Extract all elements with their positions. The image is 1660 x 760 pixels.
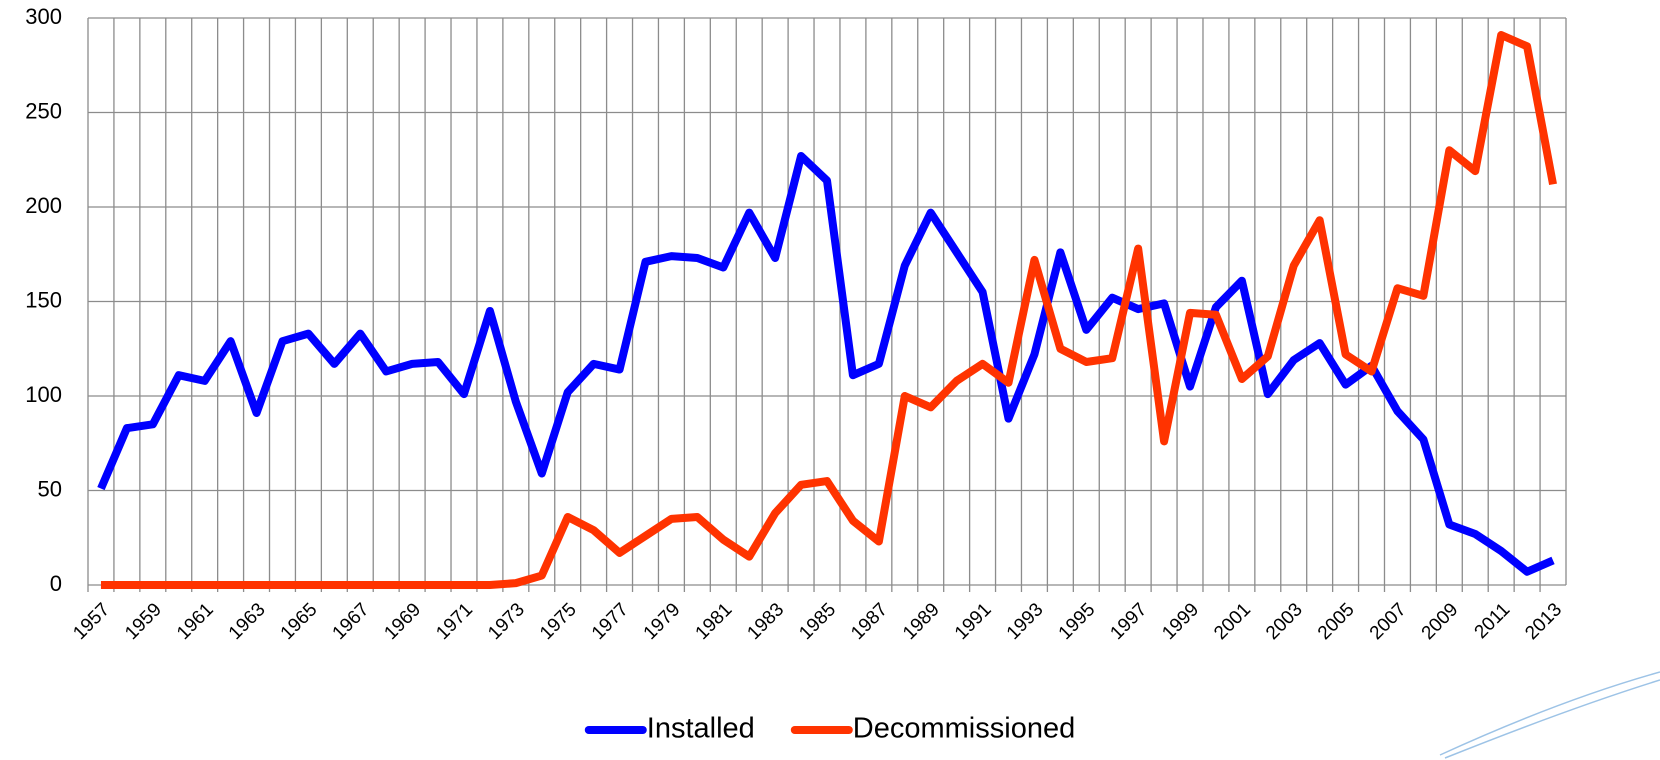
legend-label: Installed — [647, 713, 755, 745]
x-tick-label: 1967 — [329, 599, 374, 644]
x-tick-label: 1993 — [1003, 599, 1048, 644]
x-tick-label: 1979 — [640, 599, 685, 644]
x-tick-label: 2011 — [1471, 599, 1515, 643]
x-tick-label: 1981 — [692, 599, 737, 644]
x-tick-label: 1969 — [380, 599, 425, 644]
x-tick-label: 1965 — [277, 599, 322, 644]
x-tick-label: 2005 — [1314, 599, 1359, 644]
swoosh — [1444, 679, 1660, 759]
x-tick-label: 1987 — [847, 599, 892, 644]
x-tick-label: 1991 — [951, 599, 996, 644]
y-tick-label: 300 — [25, 4, 62, 29]
x-tick-label: 1971 — [432, 599, 477, 644]
legend: Installed Decommissioned — [584, 713, 1075, 745]
x-tick-label: 1973 — [484, 599, 529, 644]
x-tick-label: 1985 — [795, 599, 840, 644]
x-tick-label: 2009 — [1418, 599, 1463, 644]
y-tick-label: 150 — [25, 287, 62, 312]
y-tick-label: 200 — [25, 193, 62, 218]
line-series — [97, 151, 1555, 576]
x-tick-label: 1975 — [536, 599, 581, 644]
swoosh — [1439, 671, 1660, 756]
x-tick-label: 2013 — [1521, 599, 1566, 644]
x-tick-label: 1983 — [743, 599, 788, 644]
x-tick-label: 2001 — [1210, 599, 1255, 644]
x-tick-label: 1959 — [121, 599, 166, 644]
x-tick-label: 1997 — [1106, 599, 1151, 644]
y-tick-label: 100 — [25, 382, 62, 407]
line-series — [100, 31, 1557, 589]
x-tick-label: 1961 — [173, 599, 218, 644]
y-tick-label: 250 — [25, 98, 62, 123]
legend-label: Decommissioned — [853, 713, 1075, 745]
x-tick-label: 2003 — [1262, 599, 1307, 644]
x-tick-label: 2007 — [1366, 599, 1411, 644]
x-tick-label: 1977 — [588, 599, 633, 644]
x-tick-label: 1957 — [69, 599, 114, 644]
decoration — [1439, 671, 1660, 759]
x-tick-label: 1963 — [225, 599, 270, 644]
y-tick-label: 0 — [50, 571, 62, 596]
y-tick-label: 50 — [38, 476, 62, 501]
x-tick-label: 1995 — [1055, 599, 1100, 644]
x-tick-label: 1999 — [1158, 599, 1203, 644]
x-tick-label: 1989 — [899, 599, 944, 644]
